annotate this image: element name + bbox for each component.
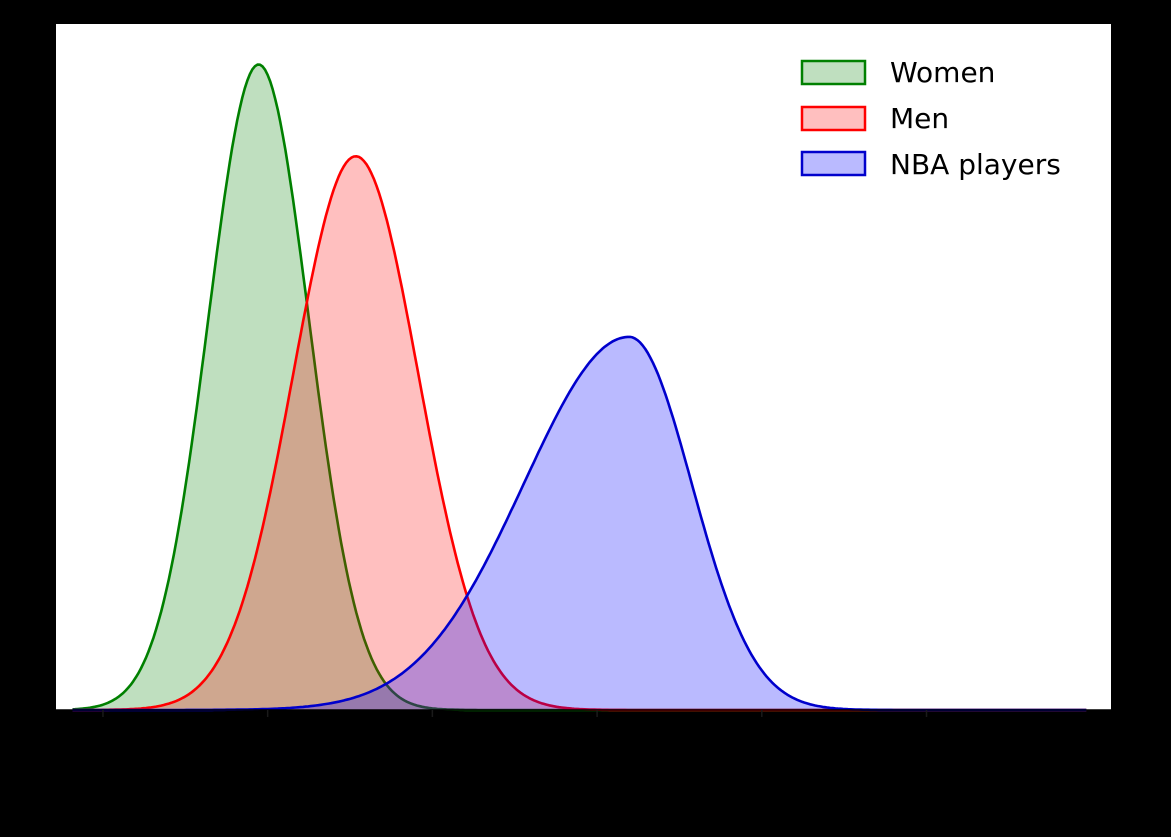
density-fill-women: [72, 64, 1087, 711]
legend: Women Men NBA players: [800, 56, 1061, 181]
legend-label-nba-players: NBA players: [890, 148, 1061, 181]
density-fill-nba-players: [72, 336, 1087, 710]
legend-swatch-women: [800, 59, 867, 86]
legend-swatch-nba-players: [800, 150, 867, 177]
density-fill-men: [72, 156, 1087, 711]
legend-swatch-men: [800, 105, 867, 132]
legend-label-women: Women: [890, 56, 995, 89]
x-axis-ticks: [102, 710, 928, 717]
legend-item-women[interactable]: Women: [800, 56, 995, 89]
plot-area: [56, 24, 1111, 710]
legend-item-nba-players[interactable]: NBA players: [800, 148, 1061, 181]
legend-item-men[interactable]: Men: [800, 102, 949, 135]
legend-label-men: Men: [890, 102, 949, 135]
